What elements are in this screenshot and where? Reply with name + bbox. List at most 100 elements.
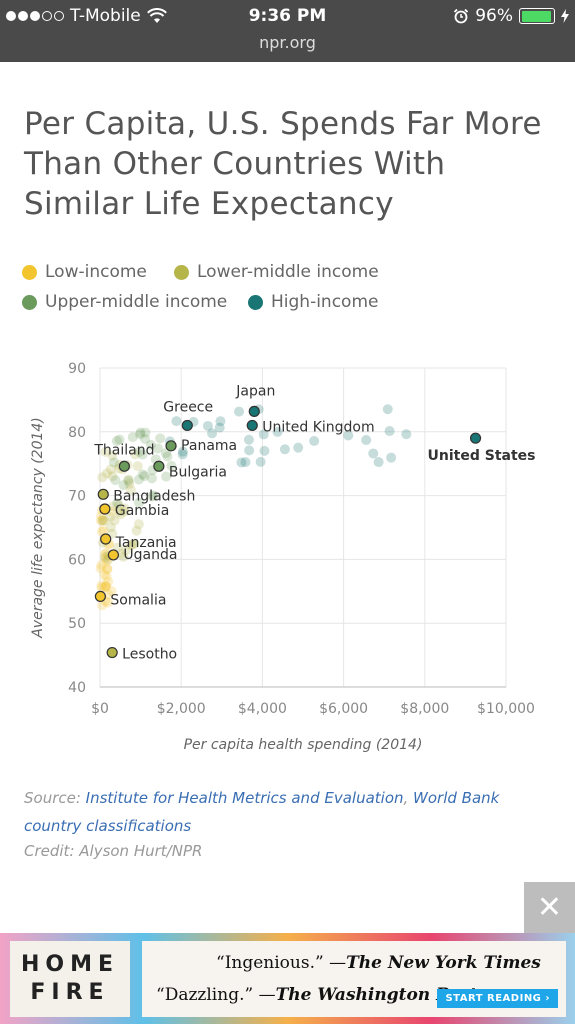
background-point	[214, 422, 225, 433]
background-point	[119, 503, 130, 514]
background-point	[108, 457, 119, 468]
background-point	[259, 445, 270, 456]
start-reading-button[interactable]: START READING ›	[437, 989, 558, 1008]
data-point-uganda	[107, 549, 119, 561]
article-title: Per Capita, U.S. Spends Far More Than Ot…	[24, 106, 542, 222]
background-point	[343, 430, 354, 441]
x-tick-label: $2,000	[157, 701, 206, 717]
background-point	[177, 449, 188, 460]
legend-swatch	[174, 264, 189, 280]
background-point	[99, 569, 110, 580]
background-point	[105, 511, 116, 522]
background-point	[140, 427, 151, 438]
background-point	[127, 432, 138, 443]
background-point	[234, 406, 245, 417]
background-point	[115, 509, 126, 520]
background-point	[99, 515, 110, 526]
background-point	[293, 442, 304, 453]
y-tick-label: 60	[68, 552, 86, 568]
background-point	[100, 581, 111, 592]
ad-quote-2-text: “Dazzling.” —	[156, 985, 276, 1005]
legend-swatch	[248, 294, 263, 310]
background-point	[107, 450, 118, 461]
background-point	[97, 472, 108, 483]
ad-book-cover: HOME FIRE	[10, 941, 130, 1017]
background-point	[113, 500, 124, 511]
legend-label: High-income	[271, 292, 379, 312]
url-bar[interactable]: npr.org	[259, 33, 316, 52]
legend-item-upper-middle: Upper-middle income	[22, 292, 227, 312]
legend-label: Upper-middle income	[45, 292, 228, 312]
signal-strength-icon	[6, 11, 64, 21]
point-label: United States	[428, 448, 536, 464]
y-tick-label: 40	[68, 680, 86, 696]
background-point	[131, 525, 142, 536]
background-point	[132, 461, 143, 472]
background-point	[133, 497, 144, 508]
background-point	[148, 490, 159, 501]
background-point	[137, 449, 148, 460]
background-point	[130, 449, 141, 460]
background-point	[134, 446, 145, 457]
x-tick-label: $6,000	[319, 701, 368, 717]
background-point	[125, 484, 136, 495]
background-point	[101, 571, 112, 582]
point-label: Lesotho	[122, 647, 177, 663]
background-point	[137, 469, 148, 480]
battery-percent: 96%	[475, 6, 513, 26]
background-point	[101, 581, 112, 592]
background-point	[103, 576, 114, 587]
source-link-world-bank[interactable]: World Bank country classifications	[24, 789, 500, 835]
background-point	[103, 597, 114, 608]
background-point	[125, 540, 136, 551]
data-point-united-kingdom	[246, 419, 258, 432]
point-label: United Kingdom	[262, 419, 374, 435]
background-point	[114, 506, 125, 517]
y-tick-label: 70	[68, 489, 86, 505]
ad-quote-2-source: The Washington Post	[275, 985, 478, 1005]
legend-swatch	[22, 294, 37, 310]
background-point	[118, 480, 129, 491]
background-point	[121, 545, 132, 556]
background-point	[100, 553, 111, 564]
background-point	[207, 428, 218, 439]
background-point	[373, 457, 384, 468]
background-point	[166, 460, 177, 471]
data-point-bangladesh	[97, 488, 109, 500]
background-point	[97, 515, 108, 526]
point-label: Bangladesh	[113, 488, 195, 504]
source-separator: ,	[403, 789, 414, 807]
background-point	[272, 426, 283, 437]
background-point	[135, 429, 146, 440]
ad-banner[interactable]: HOME FIRE “Ingenious.” —The New York Tim…	[0, 933, 575, 1024]
data-point-somalia	[94, 590, 107, 603]
legend-label: Lower-middle income	[197, 262, 379, 282]
background-point	[112, 498, 123, 509]
background-point	[162, 451, 173, 462]
ad-book-title-line1: HOME	[20, 952, 120, 977]
ad-book-title-line2: FIRE	[30, 980, 110, 1005]
source-link-ihme[interactable]: Institute for Health Metrics and Evaluat…	[85, 789, 404, 807]
background-point	[100, 549, 111, 560]
background-point	[140, 433, 151, 444]
x-tick-label: $8,000	[400, 701, 449, 717]
data-point-lesotho	[106, 646, 118, 659]
background-point	[240, 457, 251, 468]
background-point	[124, 478, 135, 489]
point-label: Tanzania	[115, 535, 177, 551]
background-point	[133, 474, 144, 485]
background-point	[100, 446, 111, 457]
close-ad-button[interactable]: ✕	[524, 882, 575, 933]
background-point	[97, 515, 108, 526]
legend-swatch	[22, 264, 37, 280]
x-tick-label: $4,000	[238, 701, 287, 717]
background-point	[107, 471, 118, 482]
point-label: Panama	[181, 438, 237, 454]
charging-icon	[561, 9, 569, 23]
legend-item-lower-middle: Lower-middle income	[174, 262, 379, 282]
legend-item-low-income: Low-income	[22, 262, 147, 282]
data-point-greece	[181, 419, 193, 432]
background-point	[110, 475, 121, 486]
data-point-united-states	[469, 432, 482, 444]
background-point	[202, 420, 213, 431]
